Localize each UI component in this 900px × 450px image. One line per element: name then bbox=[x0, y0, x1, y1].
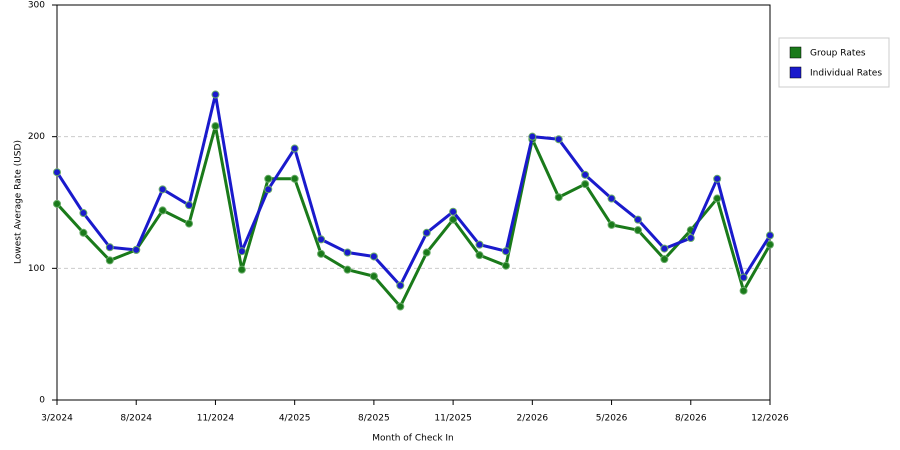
data-point bbox=[422, 248, 431, 257]
data-point bbox=[105, 256, 114, 265]
data-point bbox=[766, 240, 774, 249]
x-tick-label: 3/2024 bbox=[41, 414, 73, 424]
legend-label: Group Rates bbox=[810, 49, 866, 59]
y-tick-label: 200 bbox=[28, 132, 45, 142]
data-point bbox=[317, 249, 326, 258]
data-point bbox=[739, 273, 748, 282]
data-point bbox=[158, 185, 167, 194]
x-tick-label: 5/2026 bbox=[596, 414, 628, 424]
data-point bbox=[581, 180, 590, 189]
data-point bbox=[290, 174, 299, 183]
series-line bbox=[55, 93, 772, 287]
data-point bbox=[686, 234, 695, 243]
data-point bbox=[396, 281, 405, 290]
plot-frame bbox=[56, 4, 771, 401]
data-point bbox=[53, 168, 61, 177]
data-point bbox=[343, 248, 352, 257]
data-point bbox=[53, 199, 61, 208]
legend-swatch bbox=[789, 66, 802, 79]
legend-swatch bbox=[789, 46, 802, 59]
x-tick-label: 8/2025 bbox=[358, 414, 390, 424]
legend-label: Individual Rates bbox=[810, 69, 882, 79]
data-point bbox=[369, 252, 378, 261]
data-point bbox=[185, 201, 194, 210]
data-point bbox=[211, 122, 220, 131]
data-point bbox=[607, 194, 616, 203]
data-point bbox=[739, 286, 748, 295]
x-axis-label: Month of Check In bbox=[372, 434, 454, 444]
data-point bbox=[264, 185, 273, 194]
data-point bbox=[607, 220, 616, 229]
x-tick-label: 2/2026 bbox=[516, 414, 548, 424]
data-point bbox=[422, 228, 431, 237]
data-point bbox=[660, 244, 669, 253]
data-point bbox=[660, 255, 669, 264]
data-point bbox=[343, 265, 352, 274]
legend bbox=[778, 37, 890, 88]
x-tick-label: 12/2026 bbox=[751, 414, 789, 424]
data-point bbox=[554, 135, 563, 144]
x-tick-label: 11/2024 bbox=[197, 414, 235, 424]
data-point bbox=[449, 207, 458, 216]
data-point bbox=[449, 215, 458, 224]
data-point bbox=[766, 231, 774, 240]
data-point bbox=[501, 247, 510, 256]
data-point bbox=[105, 243, 114, 252]
data-point bbox=[554, 193, 563, 202]
data-point bbox=[633, 215, 642, 224]
data-point bbox=[185, 219, 194, 228]
y-tick-label: 300 bbox=[28, 1, 45, 11]
data-point bbox=[475, 240, 484, 249]
data-point bbox=[475, 251, 484, 260]
y-axis-label: Lowest Average Rate (USD) bbox=[14, 140, 24, 264]
data-point bbox=[79, 209, 88, 218]
data-point bbox=[317, 235, 326, 244]
x-tick-label: 4/2025 bbox=[279, 414, 311, 424]
data-point bbox=[369, 272, 378, 281]
data-point bbox=[158, 206, 167, 215]
data-point bbox=[713, 194, 722, 203]
data-point bbox=[528, 132, 537, 141]
x-tick-label: 11/2025 bbox=[434, 414, 471, 424]
data-point bbox=[396, 302, 405, 311]
data-point bbox=[633, 226, 642, 235]
data-point bbox=[290, 144, 299, 153]
data-point bbox=[237, 265, 246, 274]
data-point bbox=[713, 174, 722, 183]
data-point bbox=[237, 247, 246, 256]
x-tick-label: 8/2026 bbox=[675, 414, 707, 424]
y-tick-label: 0 bbox=[39, 396, 45, 406]
x-tick-label: 8/2024 bbox=[120, 414, 152, 424]
data-point bbox=[264, 174, 273, 183]
data-point bbox=[581, 170, 590, 179]
series-line bbox=[55, 124, 772, 309]
data-point bbox=[501, 261, 510, 270]
data-point bbox=[211, 90, 220, 99]
data-point bbox=[132, 245, 141, 254]
y-tick-label: 100 bbox=[28, 264, 45, 274]
data-point bbox=[79, 228, 88, 237]
